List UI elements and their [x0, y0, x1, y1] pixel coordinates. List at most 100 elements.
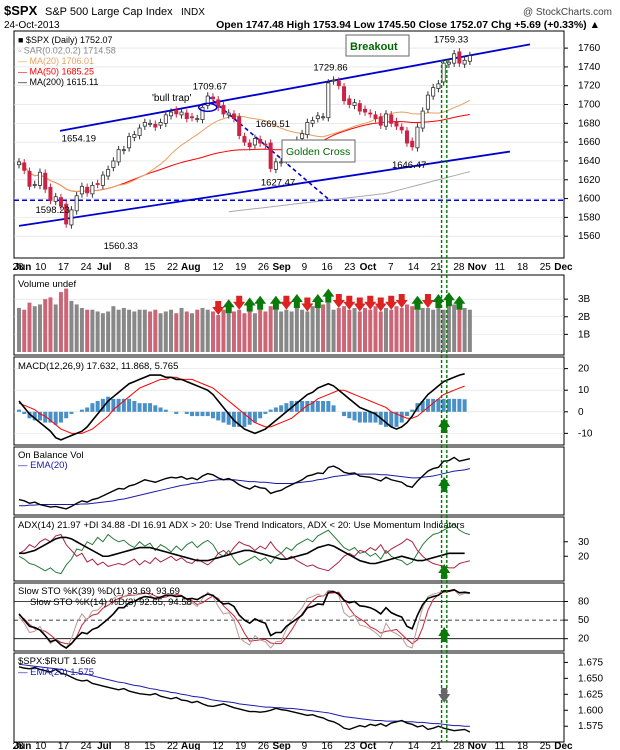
bull-trap-circle: [197, 102, 218, 113]
chart-ohlc: Open 1747.48 High 1753.94 Low 1745.50 Cl…: [216, 19, 600, 31]
x-tick-label: 16: [322, 741, 334, 750]
candle: [95, 183, 100, 185]
volume-bar: [90, 309, 95, 352]
price-legend-item: ◦ SAR(0.02,0.2) 1714.58: [18, 46, 116, 56]
volume-bar: [37, 304, 42, 352]
x-tick-label: 12: [212, 262, 224, 273]
x-tick-label: Aug: [181, 741, 200, 750]
volume-bar: [441, 309, 446, 352]
panel-obv: On Balance Vol— EMA(20): [13, 446, 565, 516]
obv-ema-legend: — EMA(20): [18, 460, 68, 471]
macd-histogram-bar: [37, 411, 42, 421]
volume-bar: [205, 309, 210, 352]
candle: [210, 96, 215, 100]
candle: [226, 112, 231, 116]
down-arrow-icon: [233, 295, 246, 310]
volume-bar: [74, 304, 79, 352]
x-tick-label: 19: [235, 262, 247, 273]
macd-histogram-bar: [383, 411, 388, 427]
candle: [247, 142, 252, 148]
price-label: 1627.47: [261, 178, 295, 189]
volume-bar: [85, 309, 90, 352]
volume-bar: [457, 309, 462, 352]
candle: [368, 112, 373, 115]
macd-histogram-bar: [216, 411, 221, 421]
volume-bar: [17, 307, 21, 352]
x-tick-label: 26: [258, 262, 270, 273]
x-tick-label: 28: [453, 741, 465, 750]
macd-histogram-bar: [58, 411, 63, 423]
volume-bar: [410, 306, 415, 352]
volume-bar: [436, 307, 441, 352]
x-tick-label: Sep: [272, 741, 290, 750]
panel-volume: 3B 2B 1B Volume undef: [13, 274, 591, 356]
macd-histogram-bar: [90, 403, 95, 412]
chart-panels: 1560158016001620164016601680170017201740…: [13, 30, 603, 743]
down-arrow-icon: [385, 295, 398, 310]
volume-bar: [148, 311, 153, 352]
down-arrow-icon: [353, 297, 366, 312]
macd-histogram-bar: [32, 411, 37, 421]
macd-histogram-bar: [268, 409, 273, 412]
macd-histogram-bar: [425, 398, 430, 412]
candle: [179, 111, 184, 116]
volume-bar: [79, 307, 84, 352]
volume-bar: [174, 313, 179, 352]
candle: [142, 122, 147, 127]
macd-histogram-bar: [404, 411, 409, 417]
macd-histogram-bar: [69, 411, 74, 414]
candle: [111, 160, 116, 168]
volume-legend: Volume undef: [18, 279, 76, 290]
x-tick-label: Jun: [14, 262, 32, 273]
y-tick-label: 80: [578, 597, 590, 608]
x-tick-label: 7: [388, 741, 394, 750]
signal-up-arrow-icon: [438, 627, 451, 642]
volume-bar: [64, 288, 69, 352]
up-arrow-icon: [290, 293, 303, 308]
x-tick-label: 11: [495, 262, 506, 273]
macd-histogram-bar: [95, 401, 100, 412]
candle: [106, 169, 111, 177]
upper-channel-line: [59, 43, 531, 132]
price-label: 1729.86: [313, 62, 347, 73]
volume-bar: [111, 306, 116, 352]
x-tick-label: 28: [12, 262, 24, 273]
candle: [258, 138, 263, 144]
x-tick-label: 19: [235, 741, 247, 750]
y-tick-label: 1680: [578, 118, 601, 129]
macd-legend: MACD(12,26,9) 17.632, 11.868, 5.765: [18, 361, 178, 372]
volume-bar: [184, 311, 189, 352]
macd-histogram-bar: [17, 409, 21, 412]
volume-bar: [467, 309, 472, 352]
volume-bar: [226, 313, 231, 352]
down-arrow-icon: [280, 295, 293, 310]
candle: [394, 121, 399, 127]
y-tick-label: 20: [578, 364, 590, 375]
macd-histogram-bar: [48, 411, 53, 423]
x-tick-label: 28: [12, 741, 24, 750]
stoch-d-line: [18, 589, 470, 645]
macd-histogram-bar: [441, 398, 446, 412]
down-arrow-icon: [343, 295, 356, 310]
volume-bar: [48, 297, 53, 352]
volume-bar: [153, 309, 158, 352]
macd-histogram-bar: [462, 399, 467, 412]
candle: [342, 86, 347, 102]
candle: [326, 82, 331, 119]
macd-histogram-bar: [389, 411, 394, 427]
y-tick-label: 50: [578, 615, 590, 626]
candle: [378, 116, 383, 126]
panel-border: [13, 356, 565, 446]
up-arrow-icon: [222, 299, 235, 314]
macd-histogram-bar: [258, 411, 263, 419]
candle: [373, 114, 378, 120]
x-tick-label: 16: [322, 262, 334, 273]
x-tick-label: Nov: [468, 262, 487, 273]
down-arrow-icon: [364, 295, 377, 310]
candle: [132, 134, 137, 138]
y-tick-label: 1560: [578, 231, 601, 242]
candle: [74, 195, 79, 212]
volume-bar: [284, 309, 289, 352]
candle: [363, 108, 368, 113]
